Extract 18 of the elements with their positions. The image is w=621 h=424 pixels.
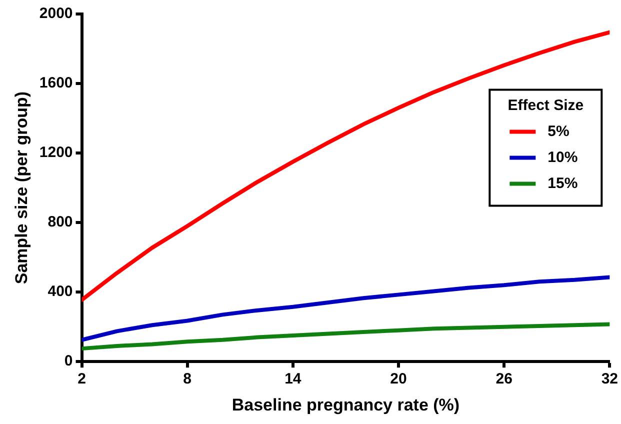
y-tick-label: 1600 xyxy=(39,74,73,92)
x-tick-label: 26 xyxy=(496,370,512,388)
x-tick-label: 32 xyxy=(601,370,618,388)
y-tick-label: 800 xyxy=(48,214,73,231)
y-tick-label: 400 xyxy=(48,283,73,300)
legend-label: 5% xyxy=(548,122,570,140)
y-tick-label: 2000 xyxy=(39,5,73,22)
legend-label: 15% xyxy=(548,174,578,192)
x-tick-label: 8 xyxy=(183,370,192,388)
legend-label: 10% xyxy=(548,148,578,166)
y-tick-label: 1200 xyxy=(39,144,73,162)
y-tick-label: 0 xyxy=(64,352,73,370)
x-tick-label: 14 xyxy=(284,370,302,388)
x-tick-label: 20 xyxy=(390,370,407,388)
x-axis-title: Baseline pregnancy rate (%) xyxy=(232,395,460,414)
legend-title: Effect Size xyxy=(508,96,584,114)
y-axis-title: Sample size (per group) xyxy=(12,91,31,284)
x-tick-label: 2 xyxy=(78,370,86,388)
